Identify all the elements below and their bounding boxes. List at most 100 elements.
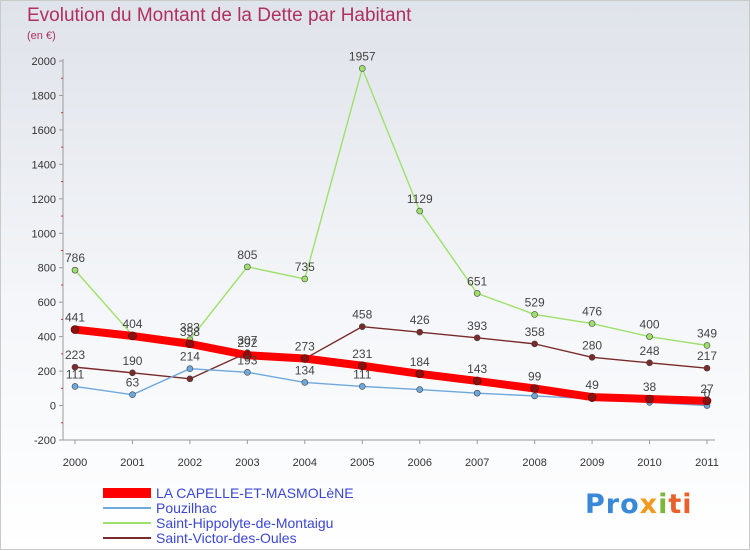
data-label: 214 bbox=[180, 350, 200, 364]
y-tick-label: 1800 bbox=[32, 90, 56, 102]
data-label: 223 bbox=[65, 348, 85, 362]
y-tick-label: -200 bbox=[34, 435, 56, 447]
data-label: 217 bbox=[697, 349, 717, 363]
x-tick-label: 2003 bbox=[235, 457, 259, 469]
x-tick-label: 2011 bbox=[695, 457, 719, 469]
x-tick-label: 2005 bbox=[350, 457, 374, 469]
data-point bbox=[530, 384, 539, 393]
data-point bbox=[243, 350, 252, 360]
data-label: 383 bbox=[180, 321, 200, 335]
data-label: 805 bbox=[237, 248, 257, 262]
data-point bbox=[301, 379, 309, 386]
y-tick-label: 2000 bbox=[32, 56, 56, 68]
y-tick-label: 200 bbox=[38, 366, 56, 378]
y-tick-label: 0 bbox=[50, 401, 56, 413]
data-label: 529 bbox=[525, 295, 545, 309]
data-point bbox=[646, 359, 653, 367]
data-label: 735 bbox=[295, 260, 315, 274]
data-point bbox=[587, 392, 597, 402]
legend-label: Saint-Hippolyte-de-Montaigu bbox=[156, 515, 333, 531]
data-label: 441 bbox=[65, 311, 85, 325]
data-point bbox=[244, 368, 251, 376]
x-tick-label: 2010 bbox=[637, 457, 661, 469]
data-point bbox=[473, 389, 481, 397]
data-point bbox=[473, 334, 481, 342]
data-point bbox=[358, 323, 366, 330]
data-label: 99 bbox=[528, 369, 542, 383]
series-line-0 bbox=[71, 325, 711, 405]
y-tick-label: 400 bbox=[38, 332, 56, 344]
logo-part-3: i bbox=[658, 489, 669, 520]
data-point bbox=[703, 364, 711, 372]
data-point bbox=[358, 65, 366, 72]
x-tick-label: 2001 bbox=[120, 457, 144, 469]
data-label: 190 bbox=[122, 354, 142, 368]
data-point bbox=[301, 275, 309, 283]
data-point bbox=[646, 333, 653, 340]
legend-label: Saint-Victor-des-Oules bbox=[156, 530, 297, 546]
data-point bbox=[129, 391, 136, 398]
logo-part-4: ti bbox=[668, 489, 693, 520]
data-point bbox=[300, 354, 310, 363]
data-label: 393 bbox=[467, 319, 487, 333]
series-line-2 bbox=[74, 67, 708, 347]
y-tick-label: 800 bbox=[38, 263, 56, 275]
x-tick-label: 2004 bbox=[293, 457, 317, 469]
data-point bbox=[244, 263, 251, 271]
data-label: 63 bbox=[126, 376, 140, 390]
legend-label: LA CAPELLE-ET-MASMOLèNE bbox=[156, 485, 354, 501]
x-tick-label: 2002 bbox=[178, 457, 202, 469]
data-label: 404 bbox=[122, 317, 142, 331]
data-point bbox=[416, 328, 424, 336]
y-tick-label: 600 bbox=[38, 297, 56, 309]
data-label: 231 bbox=[352, 347, 372, 361]
data-label: 184 bbox=[410, 355, 430, 369]
data-label: 358 bbox=[180, 325, 200, 339]
data-point bbox=[472, 376, 482, 386]
data-point bbox=[702, 396, 712, 406]
data-point bbox=[71, 266, 79, 274]
proxiti-logo: Proxiti bbox=[585, 489, 693, 520]
data-point bbox=[588, 320, 596, 327]
data-point bbox=[71, 383, 79, 390]
data-label: 248 bbox=[640, 344, 660, 358]
x-tick-label: 2006 bbox=[407, 457, 431, 469]
data-label: 49 bbox=[585, 378, 599, 392]
data-point bbox=[531, 340, 538, 348]
data-label: 458 bbox=[352, 308, 372, 322]
data-point bbox=[71, 363, 79, 371]
data-point bbox=[416, 207, 424, 215]
x-tick-label: 2007 bbox=[465, 457, 489, 469]
data-point bbox=[129, 369, 136, 377]
data-label: 786 bbox=[65, 251, 85, 265]
logo-part-2: x bbox=[639, 489, 659, 520]
x-tick-label: 2009 bbox=[580, 457, 604, 469]
data-point bbox=[70, 325, 80, 334]
data-label: 27 bbox=[700, 382, 714, 396]
y-tick-label: 1000 bbox=[32, 228, 56, 240]
data-point bbox=[645, 394, 654, 404]
data-label: 111 bbox=[66, 367, 85, 381]
y-tick-label: 1400 bbox=[32, 159, 56, 171]
data-label: 1129 bbox=[407, 192, 433, 206]
y-tick-label: 1200 bbox=[32, 194, 56, 206]
data-label: 143 bbox=[467, 362, 487, 376]
data-point bbox=[531, 392, 538, 400]
data-point bbox=[186, 375, 194, 383]
data-label: 400 bbox=[640, 318, 660, 332]
data-label: 358 bbox=[525, 325, 545, 339]
data-point bbox=[415, 369, 425, 379]
data-label: 349 bbox=[697, 326, 717, 340]
data-point bbox=[416, 386, 424, 393]
data-label: 111 bbox=[353, 367, 372, 381]
data-point bbox=[703, 342, 711, 349]
chart-subtitle: (en €) bbox=[27, 30, 56, 42]
data-point bbox=[185, 339, 195, 349]
data-point bbox=[473, 290, 481, 297]
chart-title: Evolution du Montant de la Dette par Hab… bbox=[27, 5, 412, 26]
data-point bbox=[186, 365, 194, 372]
data-label: 307 bbox=[237, 334, 257, 348]
data-label: 0 bbox=[704, 387, 711, 401]
